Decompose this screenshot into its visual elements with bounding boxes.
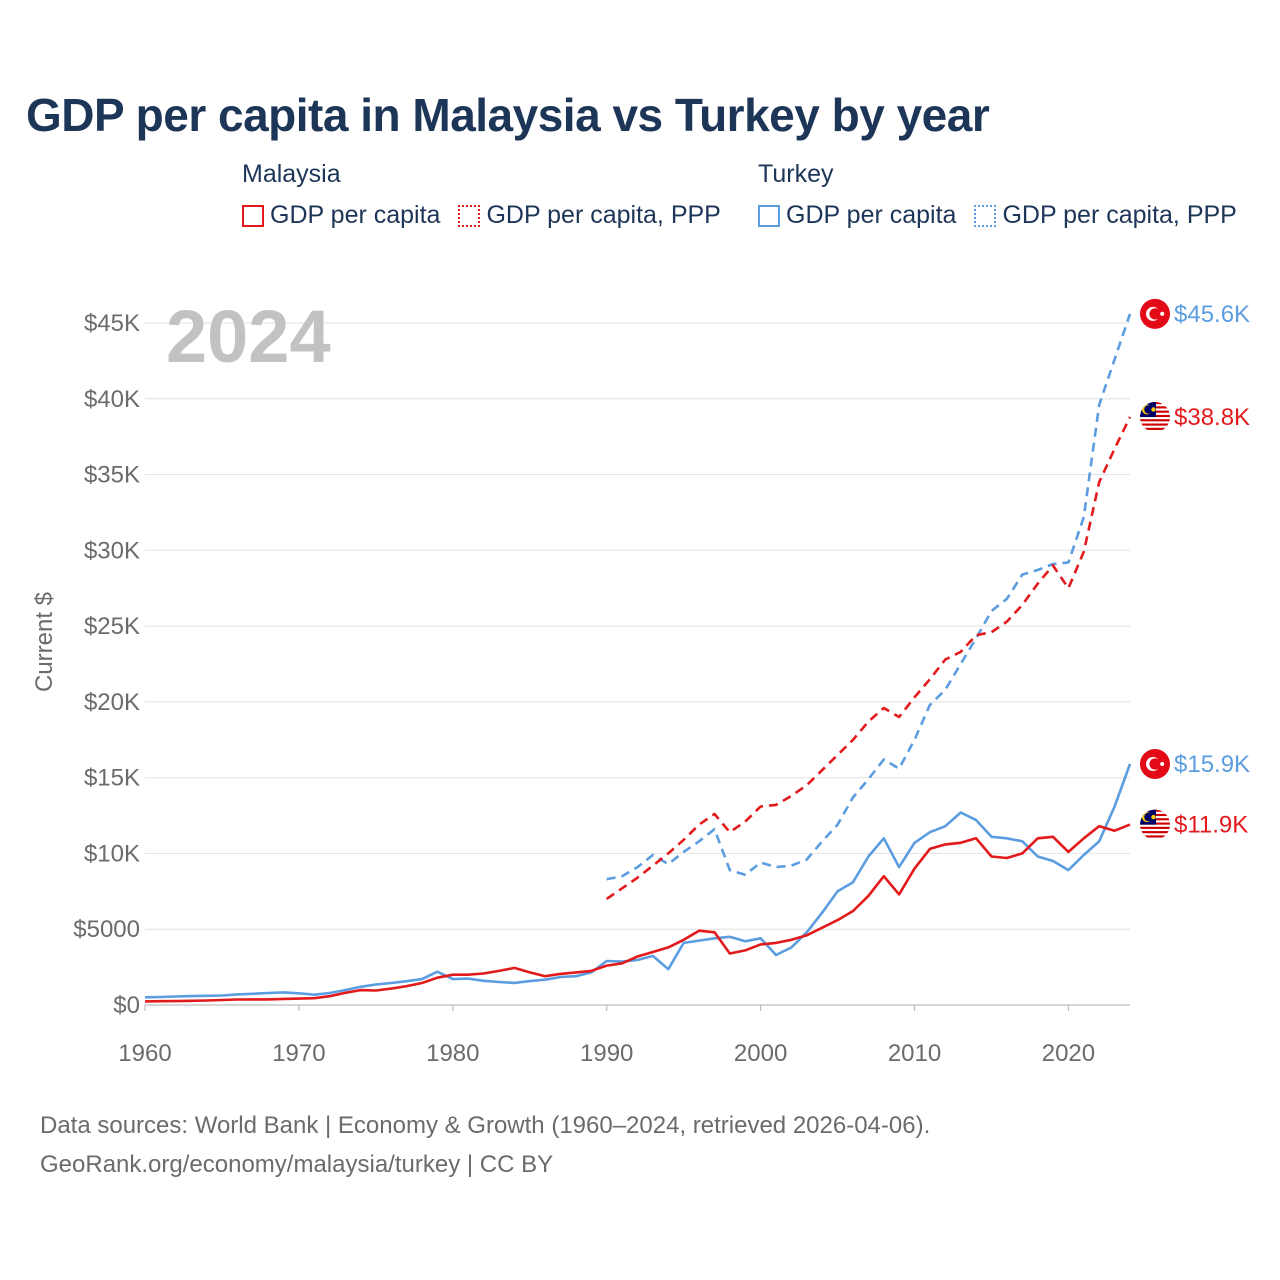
source-line-1: Data sources: World Bank | Economy & Gro… [40,1112,931,1139]
x-tick-label: 1970 [272,1040,325,1067]
end-value-label: $38.8K [1174,404,1250,431]
legend-item-label: GDP per capita, PPP [486,201,721,229]
legend-swatch-icon [242,204,264,227]
legend-item-malaysia-ppp[interactable]: GDP per capita, PPP [458,201,721,230]
legend-country-label: Malaysia [242,160,341,188]
end-value-label: $11.9K [1174,812,1248,839]
y-tick-label: $20K [84,689,140,716]
malaysia-flag-icon [1140,402,1170,432]
series-line-malaysia-ppp[interactable] [605,416,1132,900]
grid [145,322,1130,1006]
legend-swatch-icon [758,204,780,227]
legend-country-label: Turkey [758,160,834,188]
legend-malaysia: Malaysia GDP per capita GDP per capita, … [242,160,721,230]
y-tick-label: $25K [84,613,140,640]
end-value-label: $45.6K [1174,301,1250,328]
series [144,313,1132,1003]
legend-item-label: GDP per capita, PPP [1002,201,1237,229]
y-tick-label: $45K [84,310,140,337]
y-tick-label: $30K [84,537,140,564]
x-tick-label: 1990 [580,1040,633,1067]
legend-swatch-icon [458,204,481,227]
y-tick-label: $10K [84,840,140,867]
y-tick-label: $35K [84,462,140,489]
legend-item-malaysia-gdp[interactable]: GDP per capita [242,201,440,230]
x-tick-label: 2020 [1042,1040,1095,1067]
legend-turkey: Turkey GDP per capita GDP per capita, PP… [758,160,1237,230]
y-tick-label: $15K [84,765,140,792]
y-tick-label: $0 [113,992,140,1019]
legend-item-turkey-ppp[interactable]: GDP per capita, PPP [974,201,1237,230]
turkey-flag-icon [1140,298,1170,329]
series-line-turkey-gdp[interactable] [144,763,1132,999]
chart-title: GDP per capita in Malaysia vs Turkey by … [26,89,990,141]
legend-item-turkey-gdp[interactable]: GDP per capita [758,201,956,230]
axes: $0 $5000 $10K $15K $20K $25K $30K $35K $40K $45K 1… [73,310,1095,1067]
x-tick-label: 1980 [426,1040,479,1067]
turkey-flag-icon [1140,749,1170,779]
y-tick-label: $5000 [73,916,140,943]
x-tick-label: 1960 [118,1040,171,1067]
y-tick-label: $40K [84,386,140,413]
x-tick-label: 2010 [888,1040,941,1067]
end-labels: $45.6K $38.8K $15.9K $11.9K [1140,298,1250,840]
legend-item-label: GDP per capita [270,201,441,229]
year-label: 2024 [166,295,331,378]
legend-item-label: GDP per capita [786,201,957,229]
line-chart: $0 $5000 $10K $15K $20K $25K $30K $35K $40K $45K 1… [31,295,1250,1067]
y-axis-title: Current $ [31,592,58,692]
end-value-label: $15.9K [1174,751,1250,778]
x-tick-label: 2000 [734,1040,787,1067]
series-line-malaysia-gdp[interactable] [144,823,1131,1003]
malaysia-flag-icon [1140,809,1170,840]
source-note: Data sources: World Bank | Economy & Gro… [40,1106,930,1184]
source-line-2[interactable]: GeoRank.org/economy/malaysia/turkey | CC… [40,1151,554,1178]
legend-swatch-icon [974,204,997,227]
